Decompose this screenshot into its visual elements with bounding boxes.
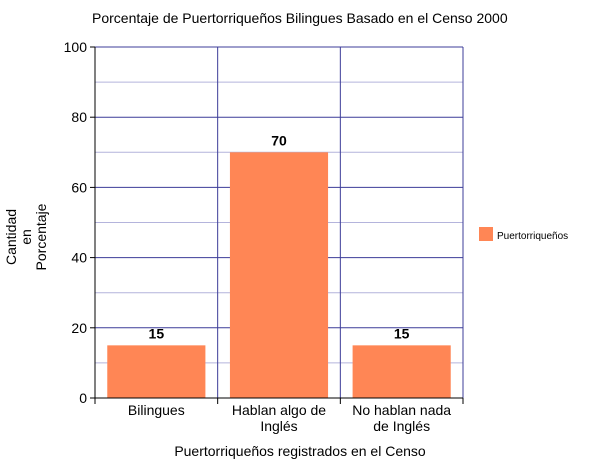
category-label: Hablan algo de Inglés: [232, 402, 326, 434]
y-tick-label: 80: [71, 109, 87, 125]
category-label: No hablan nada de Inglés: [352, 402, 451, 434]
data-label: 70: [271, 132, 287, 148]
legend-swatch: [479, 227, 493, 241]
y-axis-title-line: Porcentaje: [33, 203, 49, 270]
y-tick-label: 0: [79, 390, 87, 406]
y-tick-label: 60: [71, 179, 87, 195]
y-tick-label: 100: [64, 39, 88, 55]
plot-area: 0 20 40 60 80 100 15 70 15 Bilingues Hablan algo d…: [64, 39, 464, 434]
y-tick-label: 40: [71, 250, 87, 266]
bar: [229, 152, 329, 398]
legend: Puertorriqueños: [479, 227, 568, 242]
y-tick-label: 20: [71, 320, 87, 336]
y-axis-title-line: en: [18, 229, 34, 245]
bar: [107, 345, 206, 398]
bar: [352, 345, 451, 398]
legend-label: Puertorriqueños: [497, 231, 568, 242]
data-label: 15: [394, 325, 410, 341]
x-axis-title: Puertorriqueños registrados en el Censo: [174, 443, 426, 459]
data-label: 15: [149, 325, 165, 341]
chart-title: Porcentaje de Puertorriqueños Bilingues …: [92, 10, 508, 26]
category-label: Bilingues: [128, 402, 185, 418]
y-axis-title-line: Cantidad: [3, 209, 19, 265]
y-axis-title: Cantidad en Porcentaje: [3, 203, 49, 270]
